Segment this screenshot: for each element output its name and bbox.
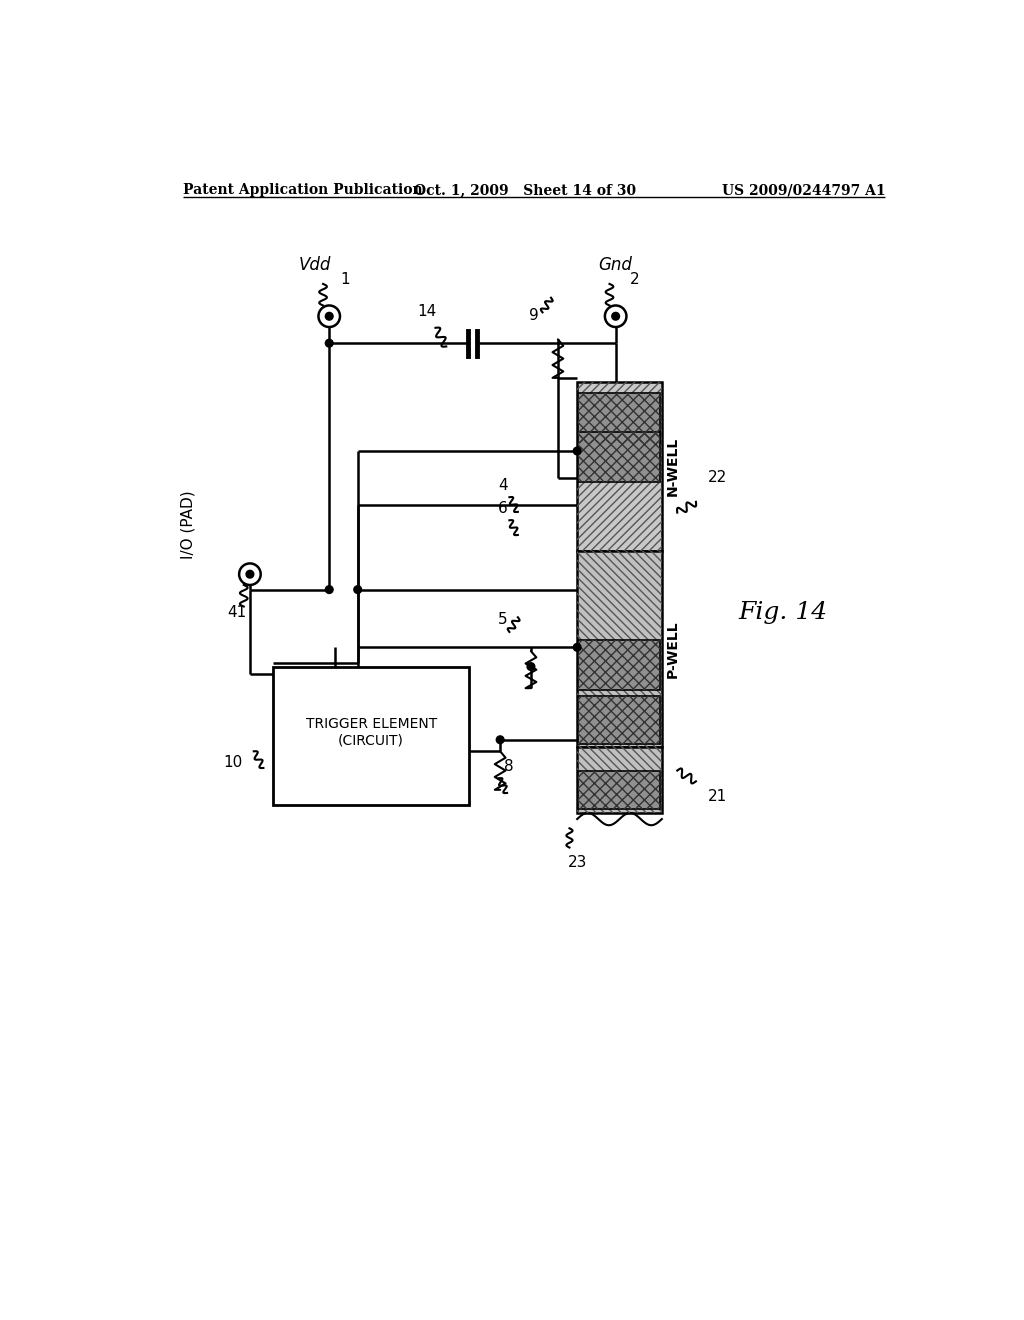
Circle shape	[246, 570, 254, 578]
Circle shape	[326, 339, 333, 347]
Text: Oct. 1, 2009   Sheet 14 of 30: Oct. 1, 2009 Sheet 14 of 30	[414, 183, 636, 197]
Text: I/O (PAD): I/O (PAD)	[180, 490, 196, 558]
Circle shape	[354, 586, 361, 594]
Text: 10: 10	[223, 755, 243, 770]
Text: 6: 6	[498, 500, 508, 516]
Text: Vdd: Vdd	[298, 256, 331, 275]
Circle shape	[326, 313, 333, 321]
Circle shape	[605, 305, 627, 327]
Bar	[578, 696, 660, 743]
Bar	[578, 747, 662, 813]
Bar	[578, 747, 662, 813]
Text: 23: 23	[567, 855, 587, 870]
Text: 2: 2	[630, 272, 639, 286]
Text: Patent Application Publication: Patent Application Publication	[183, 183, 423, 197]
Text: N-WELL: N-WELL	[666, 437, 680, 496]
Bar	[578, 771, 660, 809]
Bar	[578, 640, 660, 689]
Circle shape	[527, 663, 535, 671]
Bar	[578, 552, 662, 747]
Bar	[578, 393, 660, 444]
Bar	[578, 393, 660, 444]
Text: Fig. 14: Fig. 14	[739, 601, 828, 624]
Text: 4: 4	[499, 478, 508, 492]
Text: 14: 14	[418, 304, 436, 319]
Text: P-WELL: P-WELL	[666, 620, 680, 678]
Circle shape	[611, 313, 620, 321]
Text: 1: 1	[341, 272, 350, 286]
Circle shape	[326, 586, 333, 594]
Bar	[578, 696, 660, 743]
Bar	[578, 381, 662, 552]
Text: 8: 8	[504, 759, 514, 774]
Bar	[578, 640, 660, 689]
Bar	[578, 381, 662, 552]
Text: 5: 5	[499, 612, 508, 627]
Text: 22: 22	[708, 470, 727, 484]
Bar	[578, 552, 662, 747]
Bar	[273, 667, 469, 805]
Text: TRIGGER ELEMENT
(CIRCUIT): TRIGGER ELEMENT (CIRCUIT)	[305, 717, 437, 747]
Circle shape	[240, 564, 261, 585]
Text: Gnd: Gnd	[599, 256, 633, 275]
Circle shape	[573, 644, 581, 651]
Circle shape	[318, 305, 340, 327]
Bar	[578, 771, 660, 809]
Text: 21: 21	[708, 789, 727, 804]
Text: Gnd: Gnd	[620, 459, 650, 474]
Text: 41: 41	[226, 605, 246, 619]
Text: 9: 9	[529, 308, 539, 323]
Circle shape	[573, 447, 581, 455]
Bar	[578, 432, 660, 482]
Bar	[578, 432, 660, 482]
Circle shape	[497, 737, 504, 743]
Text: US 2009/0244797 A1: US 2009/0244797 A1	[722, 183, 885, 197]
